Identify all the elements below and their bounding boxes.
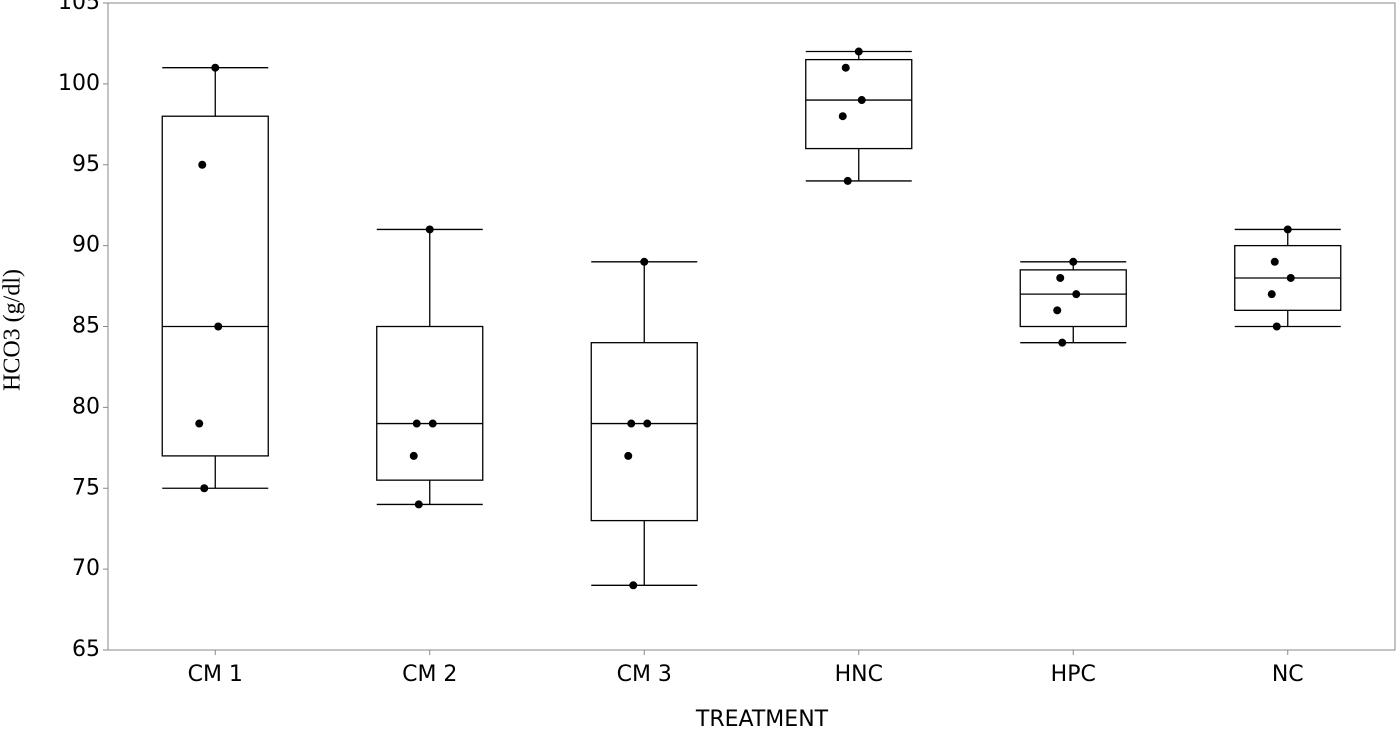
data-point [624, 451, 633, 460]
x-tick-label: NC [1272, 662, 1304, 687]
box [376, 325, 484, 481]
x-tick-label: CM 3 [617, 662, 672, 687]
data-point [200, 484, 209, 493]
y-tick-label: 100 [58, 71, 100, 96]
data-point [425, 225, 434, 234]
plot-frame [107, 2, 1396, 651]
y-tick-label: 85 [72, 314, 100, 339]
data-point [409, 451, 418, 460]
data-point [412, 419, 421, 428]
y-axis-title: HCO3 (g/dl) [0, 269, 26, 391]
data-point [214, 322, 223, 331]
y-tick-label: 65 [72, 637, 100, 662]
y-tick-label: 105 [58, 0, 100, 15]
data-point [1283, 225, 1292, 234]
data-point [1286, 273, 1295, 282]
data-point [841, 63, 850, 72]
data-point [627, 419, 636, 428]
data-point [629, 581, 638, 590]
y-tick-label: 90 [72, 233, 100, 258]
data-point [428, 419, 437, 428]
data-point [1272, 322, 1281, 331]
x-axis-title: TREATMENT [695, 707, 829, 732]
data-point [1056, 273, 1065, 282]
x-tick-label: CM 2 [402, 662, 457, 687]
data-point [414, 500, 423, 509]
data-point [1267, 290, 1276, 299]
box [590, 342, 698, 522]
data-point [211, 63, 220, 72]
x-tick-label: HNC [835, 662, 883, 687]
x-tick-label: CM 1 [188, 662, 243, 687]
x-tick-label: HPC [1051, 662, 1096, 687]
data-point [1058, 338, 1067, 347]
data-point [195, 419, 204, 428]
data-point [843, 176, 852, 185]
data-point [198, 160, 207, 169]
data-point [1053, 306, 1062, 315]
data-point [838, 112, 847, 121]
data-point [640, 257, 649, 266]
data-point [643, 419, 652, 428]
data-point [1270, 257, 1279, 266]
data-point [854, 47, 863, 56]
data-point [1072, 290, 1081, 299]
box [161, 115, 269, 457]
y-tick-label: 70 [72, 556, 100, 581]
y-tick-label: 75 [72, 475, 100, 500]
data-point [857, 96, 866, 105]
box [805, 58, 913, 150]
y-tick-label: 95 [72, 152, 100, 177]
data-point [1069, 257, 1078, 266]
y-tick-label: 80 [72, 394, 100, 419]
box [1019, 269, 1127, 328]
